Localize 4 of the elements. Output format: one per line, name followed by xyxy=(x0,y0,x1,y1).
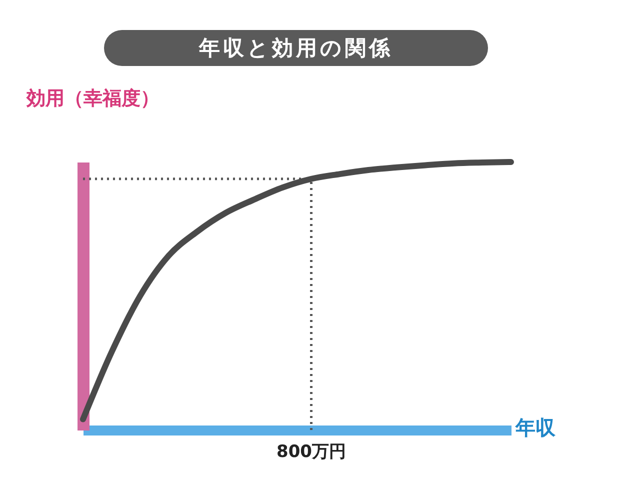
y-axis-title: 効用（幸福度） xyxy=(26,88,160,110)
chart-title: 年収と効用の関係 xyxy=(104,30,488,66)
x-axis-title: 年収 xyxy=(514,416,556,440)
text: 800万円 xyxy=(276,442,346,462)
